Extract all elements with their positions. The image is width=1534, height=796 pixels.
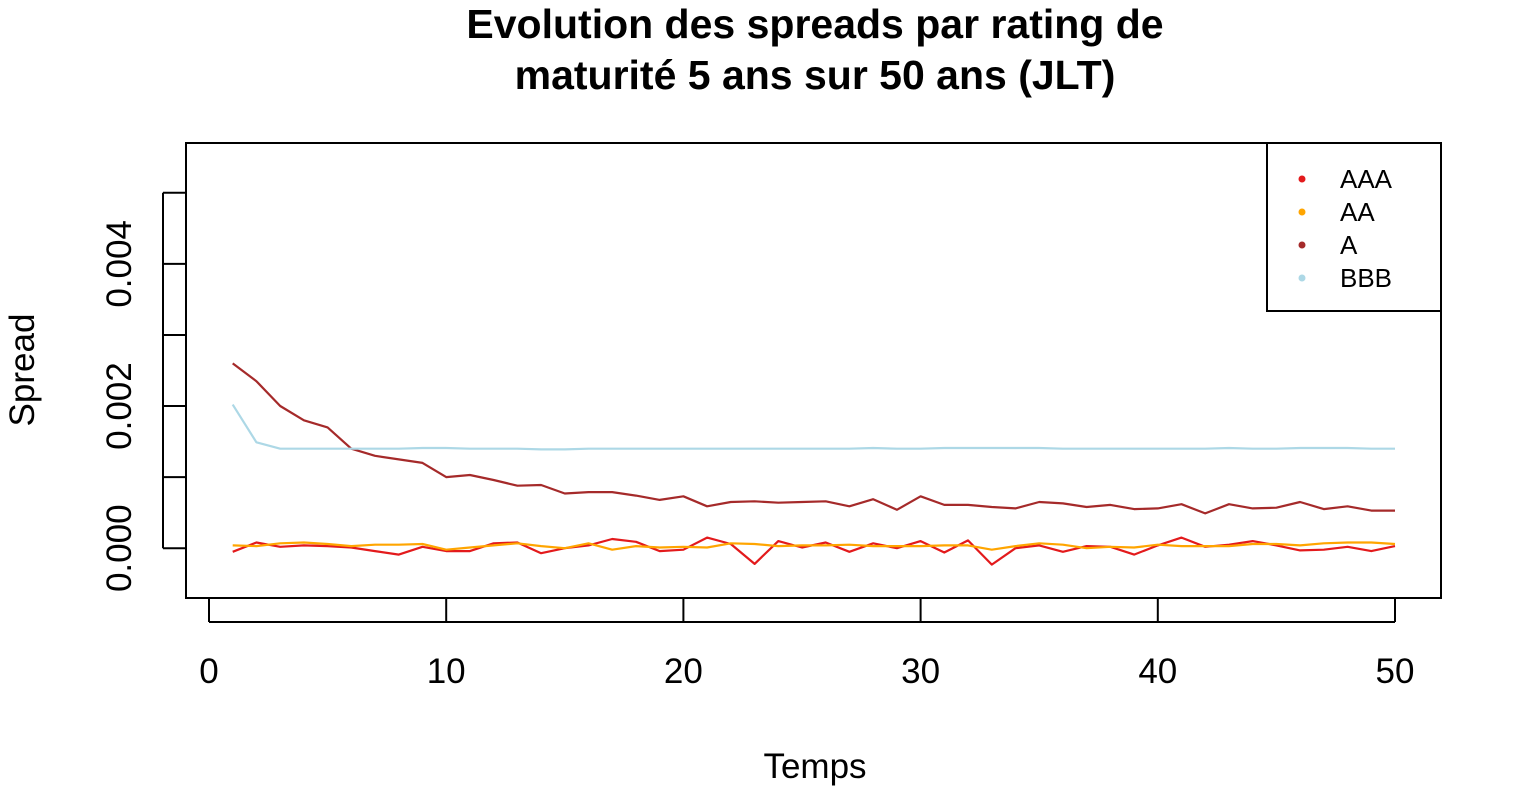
x-axis: 0 10 20 30 40 50 (199, 598, 1414, 691)
y-axis: 0.000 0.002 0.004 (100, 191, 186, 592)
legend-label-bbb: BBB (1340, 263, 1392, 293)
series-layer (231, 362, 1396, 566)
series-line-bbb (231, 404, 1395, 451)
chart-title-line-2: maturité 5 ans sur 50 ans (JLT) (515, 52, 1116, 98)
x-tick-label: 30 (901, 652, 940, 691)
x-tick-label: 0 (199, 652, 218, 691)
series-line-aa (232, 541, 1396, 551)
series-line-a (232, 362, 1395, 515)
legend-marker-aaa (1298, 175, 1306, 183)
legend-label-aaa: AAA (1340, 164, 1393, 194)
y-axis-label: Spread (3, 314, 42, 427)
y-tick-label: 0.000 (100, 504, 139, 592)
x-tick-label: 10 (427, 652, 466, 691)
plot-area-frame (185, 142, 1442, 599)
series-line-aaa (232, 536, 1396, 566)
y-tick-label: 0.004 (100, 220, 139, 308)
legend-marker-a (1298, 241, 1306, 249)
legend-label-a: A (1340, 230, 1358, 260)
chart-title-line-1: Evolution des spreads par rating de (466, 1, 1163, 47)
x-tick-label: 40 (1138, 652, 1177, 691)
x-tick-label: 50 (1376, 652, 1415, 691)
legend-box (1266, 142, 1442, 312)
x-tick-label: 20 (664, 652, 703, 691)
legend-marker-bbb (1298, 274, 1306, 282)
legend-label-aa: AA (1340, 197, 1375, 227)
legend-marker-aa (1298, 208, 1306, 216)
x-axis-label: Temps (763, 747, 866, 786)
y-tick-label: 0.002 (100, 362, 139, 450)
